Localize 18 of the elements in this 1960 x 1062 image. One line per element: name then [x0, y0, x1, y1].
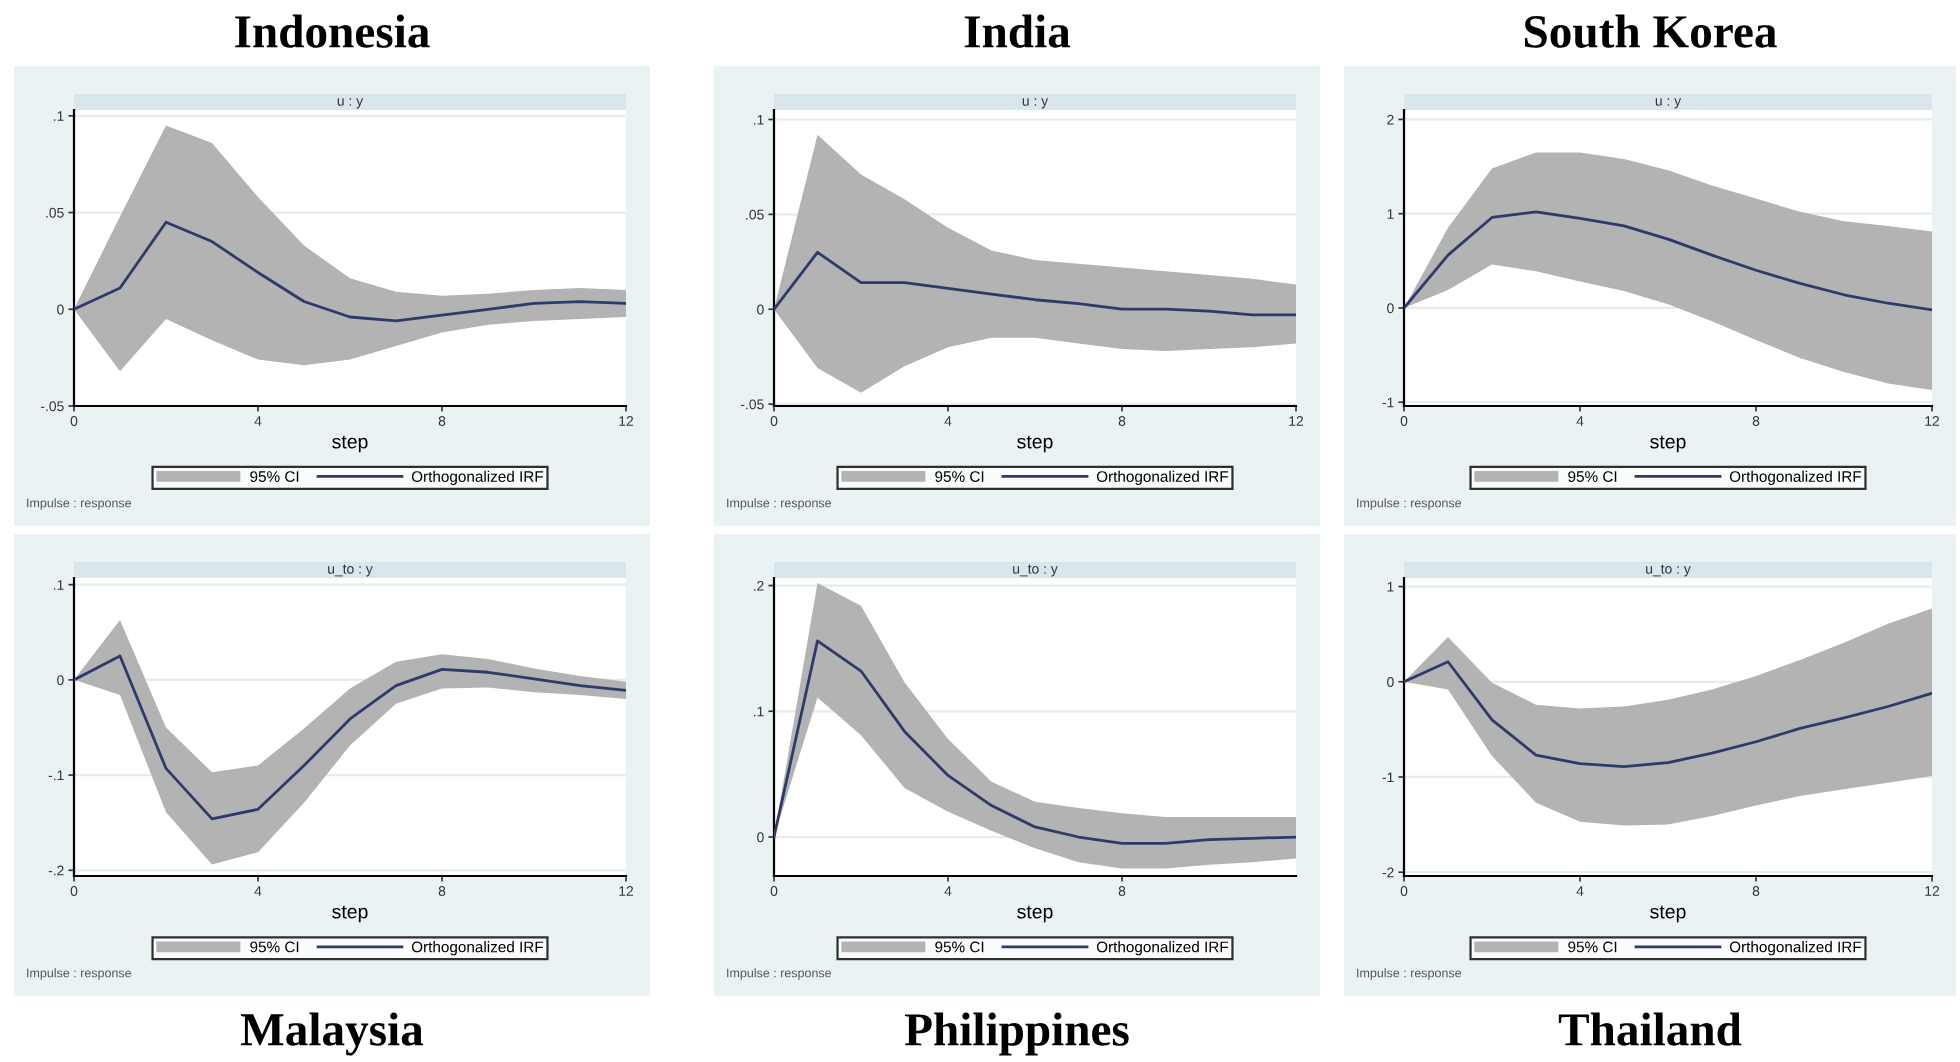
x-axis-title: step — [1650, 435, 1686, 453]
line-series — [74, 220, 626, 323]
x-axis-title: step — [1017, 905, 1053, 923]
chart-title: South Korea — [1525, 14, 1777, 48]
x-axis-title: step — [332, 435, 368, 453]
line-series — [74, 654, 626, 821]
line-series — [774, 250, 1296, 317]
x-axis-title: step — [1650, 905, 1686, 923]
x-axis-title: step — [1017, 435, 1053, 453]
text: Philippines — [904, 1012, 1129, 1056]
line-series — [1404, 210, 1932, 312]
text: Thailand — [1558, 1012, 1742, 1046]
line-series — [774, 639, 1296, 845]
x-axis-title: step — [332, 905, 368, 923]
chart-title: Indonesia — [235, 14, 430, 48]
text: Malaysia — [240, 1012, 424, 1056]
chart-title: India — [964, 14, 1071, 48]
line-series — [1404, 660, 1932, 768]
